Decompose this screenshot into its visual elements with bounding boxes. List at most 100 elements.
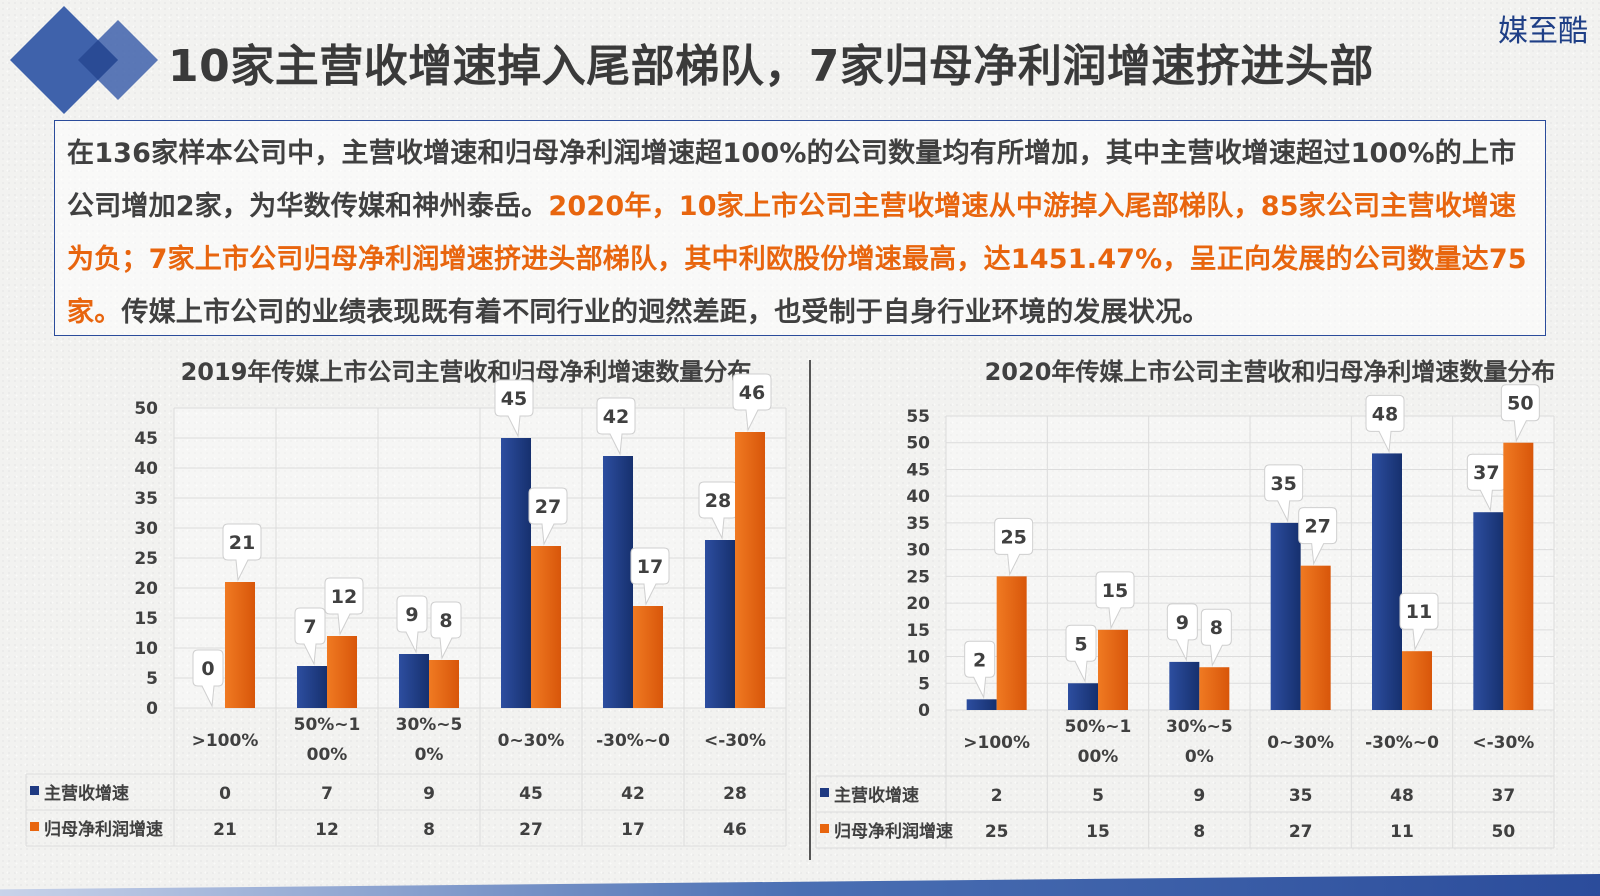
callout-bubble	[1264, 464, 1304, 523]
callout-bubble	[994, 517, 1034, 577]
summary-text-box: 在136家样本公司中，主营收增速和归母净利润增速超100%的公司数量均有所增加，…	[54, 120, 1546, 336]
bar-profit	[1503, 442, 1534, 710]
y-tick-label: 50	[906, 434, 930, 454]
data-callout-revenue: 35	[1264, 464, 1304, 523]
data-callout-revenue: 9	[1166, 603, 1198, 662]
summary-text-normal-end: 传媒上市公司的业绩表现既有着不同行业的迥然差距，也受制于自身行业环境的发展状况。	[121, 297, 1210, 328]
data-label: 25	[1000, 526, 1026, 548]
table-cell-value: 2	[991, 786, 1003, 806]
bar-revenue	[1372, 453, 1402, 710]
y-tick-label: 35	[134, 489, 158, 509]
bar-revenue	[603, 456, 633, 708]
y-tick-label: 5	[146, 669, 158, 689]
page-title: 10家主营收增速掉入尾部梯队，7家归母净利润增速挤进头部	[168, 41, 1374, 92]
legend-swatch-profit	[30, 822, 39, 831]
y-tick-label: 55	[906, 407, 930, 427]
table-cell-value: 27	[519, 820, 543, 840]
data-label: 42	[603, 406, 629, 428]
data-label: 12	[331, 586, 357, 608]
data-label: 7	[303, 616, 316, 638]
data-label: 15	[1102, 580, 1128, 602]
summary-text-normal: 在136家样本公司中，主营收增速和归母净利润增速超100%的公司数量均有所增加，…	[67, 138, 1517, 222]
table-cell-value: 50	[1491, 822, 1515, 842]
legend-swatch-revenue	[30, 786, 39, 795]
bar-revenue	[399, 654, 429, 708]
chart-2020: 2020年传媒上市公司主营收和归母净利增速数量分布051015202530354…	[815, 358, 1555, 849]
data-callout-profit: 8	[1200, 608, 1232, 668]
table-cell-value: 35	[1289, 786, 1313, 806]
callout-bubble	[964, 640, 996, 700]
callout-bubble	[1365, 394, 1405, 454]
callout-bubble	[1166, 603, 1198, 662]
callout-bubble	[596, 397, 636, 456]
table-cell-value: 17	[621, 820, 645, 840]
data-label: 8	[439, 610, 452, 632]
data-label: 27	[1304, 516, 1330, 538]
data-label: 27	[535, 496, 561, 518]
diamond-shape-overlap	[78, 40, 118, 80]
table-cell-value: 0	[219, 784, 231, 804]
bar-profit	[735, 432, 765, 708]
data-label: 8	[1210, 617, 1223, 639]
data-label: 48	[1372, 403, 1398, 425]
x-tick-label: -30%~0	[1365, 733, 1439, 753]
table-cell-value: 7	[321, 784, 333, 804]
bar-profit	[633, 606, 663, 708]
data-label: 17	[637, 556, 663, 578]
y-tick-label: 0	[146, 699, 158, 719]
bar-profit	[429, 660, 459, 708]
table-cell-value: 42	[621, 784, 645, 804]
bar-revenue	[1270, 522, 1301, 710]
x-tick-label: 30%~5	[396, 715, 463, 735]
legend-label-profit: 归母净利润增速	[834, 821, 953, 842]
callout-bubble	[1500, 384, 1540, 443]
legend-label-revenue: 主营收增速	[44, 783, 129, 804]
legend-label-profit: 归母净利润增速	[44, 819, 163, 840]
y-tick-label: 25	[134, 549, 158, 569]
chart-2020-panel: 2020年传媒上市公司主营收和归母净利增速数量分布 0 5 10 15 20 25 30 35 4…	[810, 352, 1590, 856]
y-tick-label: 45	[906, 460, 930, 480]
table-cell-value: 28	[723, 784, 747, 804]
callout-bubble	[1065, 624, 1097, 684]
data-callout-profit: 21	[222, 523, 262, 582]
legend-swatch-revenue	[820, 788, 829, 797]
data-label: 9	[405, 604, 418, 626]
data-callout-revenue: 45	[494, 379, 534, 438]
table-cell-value: 27	[1289, 822, 1313, 842]
table-cell-value: 48	[1390, 786, 1414, 806]
diamond-logo-decoration	[10, 6, 158, 114]
x-tick-label: -30%~0	[596, 731, 670, 751]
data-callout-revenue: 2	[964, 640, 996, 700]
callout-bubble	[324, 577, 364, 636]
data-callout-profit: 8	[430, 601, 462, 660]
table-cell-value: 8	[423, 820, 435, 840]
callout-bubble	[732, 373, 772, 432]
callout-bubble	[1298, 507, 1338, 566]
bar-revenue	[1473, 512, 1504, 710]
x-tick-label: 50%~1	[294, 715, 361, 735]
callout-bubble	[528, 487, 568, 546]
bar-profit	[327, 636, 357, 708]
table-cell-value: 8	[1193, 822, 1205, 842]
bar-profit	[996, 576, 1027, 710]
callout-bubble	[1399, 592, 1439, 651]
table-cell-value: 5	[1092, 786, 1104, 806]
legend-label-revenue: 主营收增速	[834, 785, 919, 806]
bar-profit	[1199, 667, 1230, 710]
data-callout-profit: 50	[1500, 384, 1540, 443]
y-tick-label: 15	[134, 609, 158, 629]
y-tick-label: 25	[906, 567, 930, 587]
data-label: 9	[1176, 612, 1189, 634]
callout-bubble	[396, 595, 428, 654]
data-callout-profit: 15	[1095, 571, 1135, 630]
y-tick-label: 5	[918, 674, 930, 694]
y-tick-label: 10	[134, 639, 158, 659]
chart-divider	[809, 360, 811, 860]
data-callout-revenue: 5	[1065, 624, 1097, 684]
table-cell-value: 15	[1086, 822, 1110, 842]
table-cell-value: 11	[1390, 822, 1414, 842]
y-tick-label: 10	[906, 648, 930, 668]
data-callout-profit: 17	[630, 547, 670, 606]
bar-revenue	[297, 666, 327, 708]
data-callout-revenue: 0	[192, 649, 224, 708]
